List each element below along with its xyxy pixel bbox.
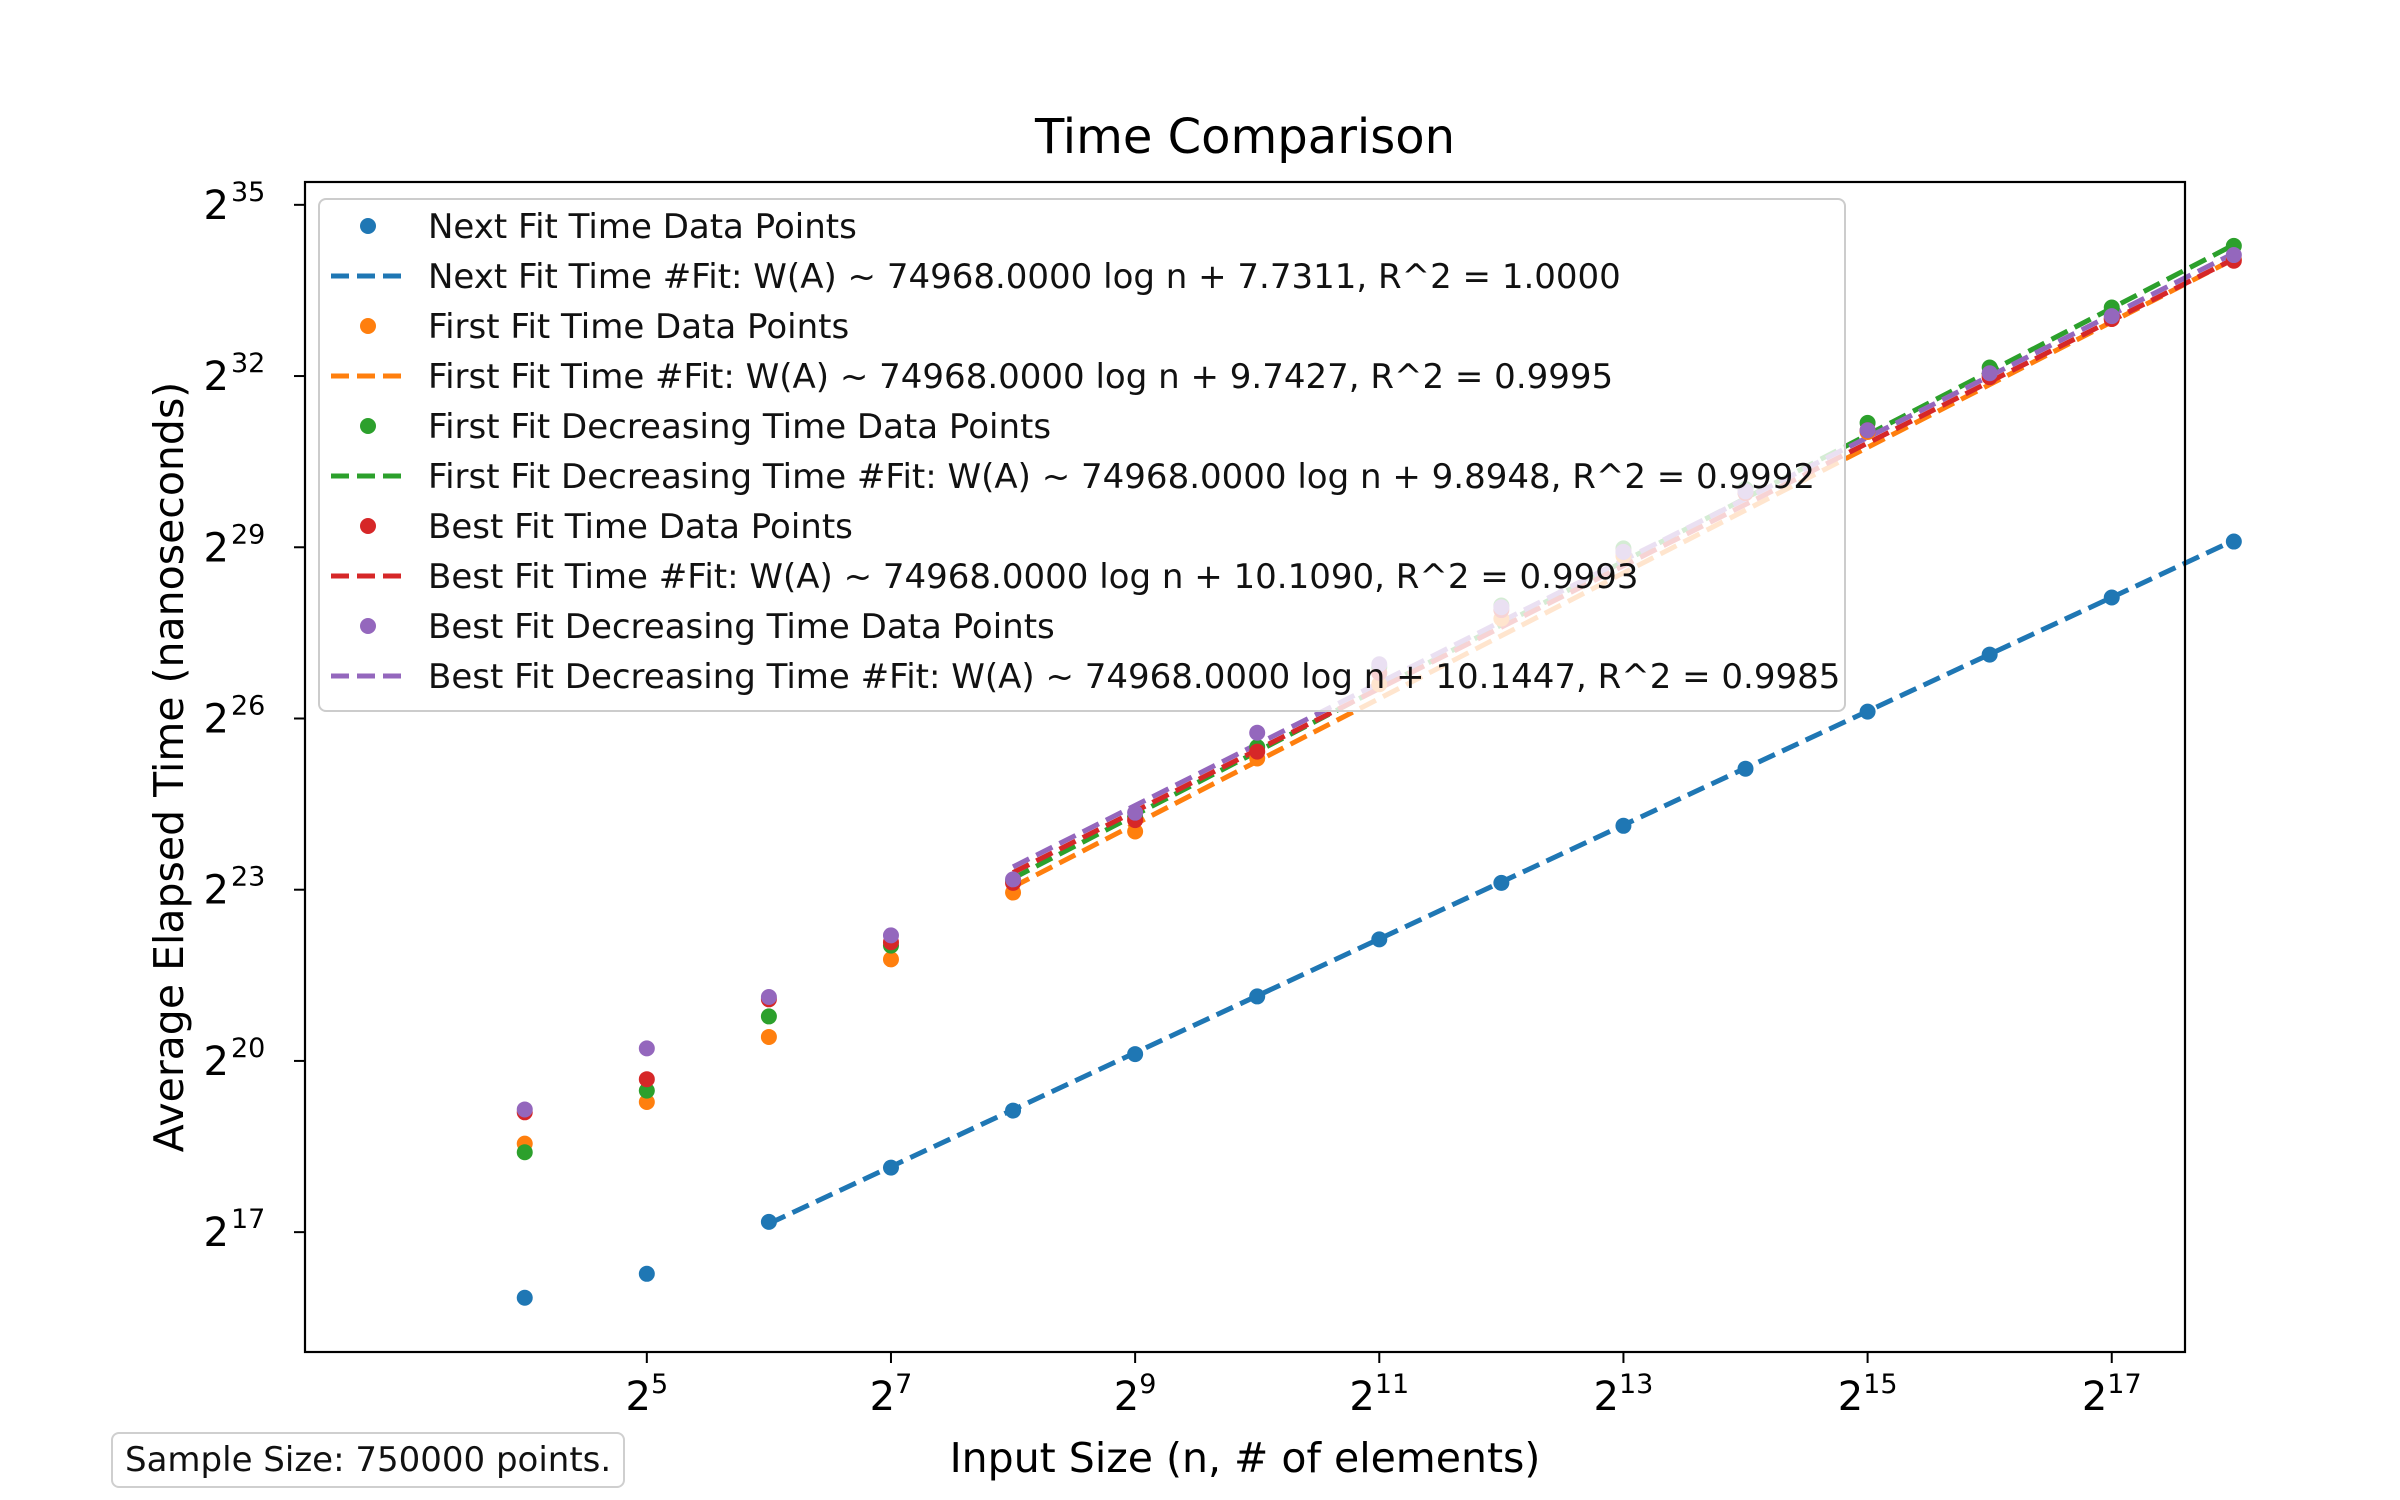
x-tick-label: 25 bbox=[625, 1369, 668, 1420]
data-point-best-fit-decreasing-time bbox=[516, 1101, 533, 1118]
data-point-first-fit-time bbox=[638, 1094, 655, 1111]
sample-size-note: Sample Size: 750000 points. bbox=[111, 1432, 626, 1488]
chart-title: Time Comparison bbox=[1034, 109, 1455, 165]
y-tick-label: 2 bbox=[204, 1039, 229, 1085]
data-point-best-fit-decreasing-time bbox=[2225, 247, 2242, 264]
data-point-next-fit-time bbox=[1127, 1046, 1144, 1063]
x-tick-label: 215 bbox=[1838, 1369, 1898, 1420]
data-point-next-fit-time bbox=[760, 1213, 777, 1230]
y-tick-label: 2 bbox=[204, 696, 229, 742]
legend-label-fit: Next Fit Time #Fit: W(A) ~ 74968.0000 lo… bbox=[428, 257, 1621, 297]
data-point-next-fit-time bbox=[1737, 760, 1754, 777]
y-axis-label: Average Elapsed Time (nanoseconds) bbox=[145, 382, 193, 1153]
data-point-best-fit-time bbox=[1249, 743, 1266, 760]
data-point-best-fit-time bbox=[638, 1071, 655, 1088]
data-point-best-fit-decreasing-time bbox=[1127, 804, 1144, 821]
data-point-best-fit-decreasing-time bbox=[882, 927, 899, 944]
data-point-next-fit-time bbox=[882, 1159, 899, 1176]
data-point-first-fit-decreasing-time bbox=[760, 1008, 777, 1025]
y-tick-exponent: 17 bbox=[231, 1204, 265, 1235]
data-point-best-fit-decreasing-time bbox=[760, 989, 777, 1006]
plot-frame bbox=[303, 180, 2187, 1354]
y-tick-exponent: 35 bbox=[231, 177, 265, 208]
legend-marker-first-fit-time bbox=[360, 318, 376, 334]
data-point-first-fit-time bbox=[882, 951, 899, 968]
data-point-next-fit-time bbox=[1249, 988, 1266, 1005]
legend-label-points: First Fit Decreasing Time Data Points bbox=[428, 407, 1051, 447]
data-point-next-fit-time bbox=[2103, 589, 2120, 606]
legend-marker-best-fit-decreasing-time bbox=[360, 618, 376, 634]
y-tick-exponent: 32 bbox=[231, 348, 265, 379]
y-tick-exponent: 20 bbox=[231, 1033, 265, 1064]
x-axis-ticks: 25 27 29 211 213 215 217 bbox=[625, 1352, 2142, 1420]
legend-label-fit: Best Fit Time #Fit: W(A) ~ 74968.0000 lo… bbox=[428, 557, 1639, 597]
data-point-next-fit-time bbox=[638, 1265, 655, 1282]
legend-marker-best-fit-time bbox=[360, 518, 376, 534]
data-point-next-fit-time bbox=[1615, 817, 1632, 834]
x-tick-label: 217 bbox=[2082, 1369, 2142, 1420]
data-point-next-fit-time bbox=[2225, 533, 2242, 550]
data-point-next-fit-time bbox=[1859, 703, 1876, 720]
legend-marker-next-fit-time bbox=[360, 218, 376, 234]
x-tick-label: 29 bbox=[1114, 1369, 1157, 1420]
x-tick-label: 27 bbox=[870, 1369, 913, 1420]
y-tick-label: 2 bbox=[204, 183, 229, 229]
y-tick-label: 2 bbox=[204, 1210, 229, 1256]
legend-marker-first-fit-decreasing-time bbox=[360, 418, 376, 434]
legend-frame bbox=[318, 198, 1846, 712]
data-point-best-fit-decreasing-time bbox=[1859, 422, 1876, 439]
data-point-first-fit-decreasing-time bbox=[638, 1082, 655, 1099]
y-tick-label: 2 bbox=[204, 525, 229, 571]
y-axis-ticks: 2 172 202 232 262 292 322 35 bbox=[204, 177, 305, 1256]
x-tick-label: 211 bbox=[1349, 1369, 1409, 1420]
data-point-best-fit-decreasing-time bbox=[1981, 365, 1998, 382]
legend-label-fit: First Fit Decreasing Time #Fit: W(A) ~ 7… bbox=[428, 457, 1815, 497]
y-tick-exponent: 29 bbox=[231, 519, 265, 550]
legend-label-fit: First Fit Time #Fit: W(A) ~ 74968.0000 l… bbox=[428, 357, 1613, 397]
legend-label-points: Next Fit Time Data Points bbox=[428, 207, 857, 247]
x-tick-label: 213 bbox=[1594, 1369, 1654, 1420]
data-point-next-fit-time bbox=[1371, 931, 1388, 948]
data-point-next-fit-time bbox=[1493, 874, 1510, 891]
y-tick-exponent: 26 bbox=[231, 690, 265, 721]
data-point-first-fit-time bbox=[760, 1028, 777, 1045]
y-tick-label: 2 bbox=[204, 868, 229, 914]
data-point-best-fit-decreasing-time bbox=[2103, 308, 2120, 325]
x-axis-label: Input Size (n, # of elements) bbox=[950, 1434, 1541, 1482]
y-tick-label: 2 bbox=[204, 354, 229, 400]
legend-label-fit: Best Fit Decreasing Time #Fit: W(A) ~ 74… bbox=[428, 657, 1840, 697]
data-point-next-fit-time bbox=[1981, 646, 1998, 663]
legend-label-points: First Fit Time Data Points bbox=[428, 307, 849, 347]
data-point-best-fit-decreasing-time bbox=[638, 1040, 655, 1057]
data-point-first-fit-decreasing-time bbox=[516, 1144, 533, 1161]
y-tick-exponent: 23 bbox=[231, 862, 265, 893]
legend: Next Fit Time Data Points Next Fit Time #… bbox=[318, 198, 1846, 712]
data-point-first-fit-time bbox=[1127, 823, 1144, 840]
data-point-best-fit-decreasing-time bbox=[1249, 724, 1266, 741]
data-point-best-fit-decreasing-time bbox=[1005, 871, 1022, 888]
legend-label-points: Best Fit Decreasing Time Data Points bbox=[428, 607, 1055, 647]
data-point-next-fit-time bbox=[1005, 1102, 1022, 1119]
legend-label-points: Best Fit Time Data Points bbox=[428, 507, 853, 547]
data-point-next-fit-time bbox=[516, 1289, 533, 1306]
